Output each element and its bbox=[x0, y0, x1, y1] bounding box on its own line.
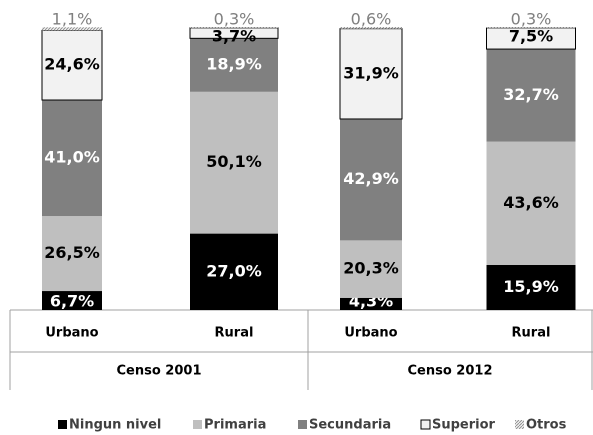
data-label: 18,9% bbox=[206, 55, 262, 74]
bar-segment bbox=[340, 240, 402, 298]
bar-segment bbox=[42, 216, 102, 292]
bar-segment bbox=[42, 291, 102, 310]
data-label: 32,7% bbox=[503, 85, 559, 104]
bar-segment bbox=[41, 29, 103, 101]
legend-label: Primaria bbox=[204, 418, 266, 433]
legend-label: Superior bbox=[432, 418, 496, 433]
legend-swatch bbox=[515, 420, 524, 429]
bar-segment bbox=[190, 233, 278, 310]
bar-segment bbox=[190, 91, 278, 234]
data-label: 24,6% bbox=[44, 55, 100, 74]
legend-label: Secundaria bbox=[309, 418, 391, 433]
data-label: 1,1% bbox=[52, 10, 93, 29]
data-label: 6,7% bbox=[50, 292, 94, 311]
category-table bbox=[9, 309, 593, 390]
bar-segment bbox=[190, 38, 278, 92]
legend-swatch bbox=[420, 419, 431, 430]
legend-label: Otros bbox=[526, 418, 567, 433]
data-label: 27,0% bbox=[206, 261, 262, 280]
group-label: Censo 2001 bbox=[117, 364, 202, 379]
data-label: 0,3% bbox=[214, 10, 255, 29]
bar-segment bbox=[486, 49, 576, 142]
x-tick-label: Rural bbox=[215, 326, 254, 341]
data-label: 50,1% bbox=[206, 152, 262, 171]
bar-segment bbox=[339, 28, 403, 120]
bar-segment bbox=[42, 27, 102, 31]
bar-segment bbox=[340, 118, 402, 241]
bar-segment bbox=[486, 141, 576, 266]
data-label: 0,3% bbox=[511, 10, 552, 29]
legend-swatch bbox=[58, 420, 67, 429]
data-label: 15,9% bbox=[503, 277, 559, 296]
x-tick-label: Rural bbox=[512, 326, 551, 341]
legend-label: Ningun nivel bbox=[69, 418, 161, 433]
data-label: 3,7% bbox=[212, 26, 256, 45]
data-label: 42,9% bbox=[343, 169, 399, 188]
bar-segment bbox=[42, 100, 102, 217]
bar-segment bbox=[190, 27, 278, 28]
legend-swatch bbox=[298, 420, 307, 429]
data-label: 41,0% bbox=[44, 148, 100, 167]
bar-segment bbox=[486, 27, 576, 28]
data-label: 20,3% bbox=[343, 259, 399, 278]
bar-segment bbox=[340, 297, 402, 310]
x-tick-label: Urbano bbox=[45, 326, 98, 341]
data-label: 43,6% bbox=[503, 193, 559, 212]
group-label: Censo 2012 bbox=[408, 364, 493, 379]
data-label: 31,9% bbox=[343, 63, 399, 82]
data-label: 26,5% bbox=[44, 243, 100, 262]
legend-swatch bbox=[193, 420, 202, 429]
x-tick-label: Urbano bbox=[344, 326, 397, 341]
bar-segment bbox=[340, 27, 402, 29]
bar-segment bbox=[486, 265, 576, 310]
data-label: 0,6% bbox=[351, 10, 392, 29]
data-label: 7,5% bbox=[509, 26, 553, 45]
